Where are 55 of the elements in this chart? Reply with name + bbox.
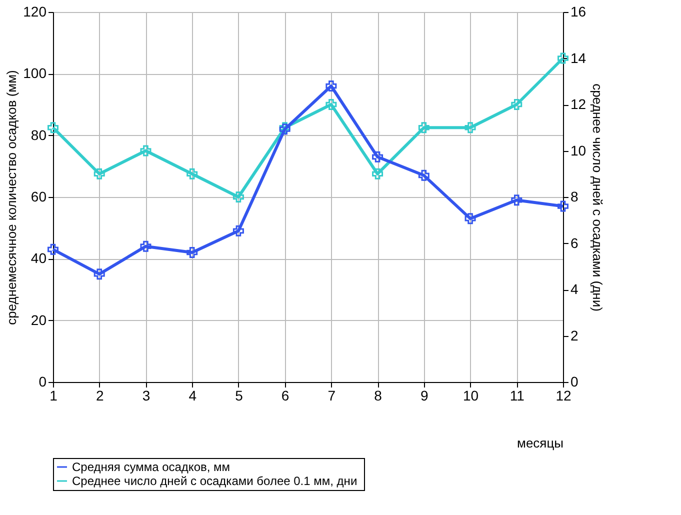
y2-tick-label: 8 [570,188,578,204]
point [48,244,58,255]
y2-tick-label: 2 [570,327,578,344]
y2-tick-label: 14 [570,50,586,66]
x-tick-label: 2 [96,388,104,404]
y2-tick-label: 0 [570,374,578,390]
x-tick-label: 11 [510,388,525,404]
y-tick-label: 120 [23,4,47,20]
y-tick-label: 0 [38,374,47,390]
point [418,170,430,181]
y-tick-label: 20 [30,312,47,328]
point [372,151,384,162]
y2-tick-label: 4 [570,281,578,297]
point [140,240,152,252]
x-tick-label: 3 [142,388,150,404]
y-tick-label: 100 [23,65,47,82]
y-tick-label: 80 [30,126,47,143]
point [232,225,244,236]
point [511,99,522,110]
point [558,200,568,212]
point [464,122,476,134]
point [140,145,152,156]
y-tick-label: 60 [30,188,47,204]
point [94,268,105,280]
x-tick-label: 6 [281,388,290,404]
point [94,168,105,180]
x-tick-label: 9 [420,388,429,404]
point [326,80,337,92]
legend-label: Средняя сумма осадков, мм [72,460,230,474]
x-tick-label: 10 [462,388,479,404]
point [186,168,198,180]
point [464,213,476,224]
x-tick-label: 1 [50,388,58,404]
point [326,99,337,110]
legend-label: Среднее число дней с осадками более 0.1 мм, дни [72,474,358,488]
y2-tick-label: 10 [570,142,586,158]
y2-tick-label: 16 [570,4,586,20]
point [372,168,384,180]
x-tick-label: 8 [374,388,382,404]
point [48,122,58,134]
point [232,192,244,202]
y2-tick-label: 12 [570,96,586,112]
x-tick-label: 4 [188,388,197,404]
x-axis-title: месяцы [517,436,564,450]
x-tick-label: 7 [328,388,336,404]
y2-axis-title: среднее число дней с осадками (дни) [590,84,606,312]
point [186,247,198,258]
point [558,52,568,64]
point [418,122,430,134]
x-tick-label: 5 [235,388,244,404]
point [511,194,522,206]
x-tick-label: 12 [556,388,572,404]
y-axis-title: среднемесячное количество осадков (мм) [4,70,20,325]
y-tick-label: 40 [30,250,47,266]
y2-tick-label: 6 [570,234,578,251]
